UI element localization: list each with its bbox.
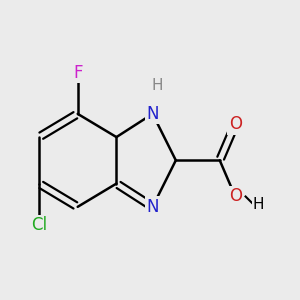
Text: N: N <box>146 105 159 123</box>
Text: F: F <box>73 64 82 82</box>
Text: N: N <box>146 198 159 216</box>
Text: O: O <box>229 115 242 133</box>
Text: H: H <box>152 78 164 93</box>
Text: O: O <box>229 188 242 206</box>
Text: Cl: Cl <box>31 216 47 234</box>
Text: H: H <box>253 197 264 212</box>
